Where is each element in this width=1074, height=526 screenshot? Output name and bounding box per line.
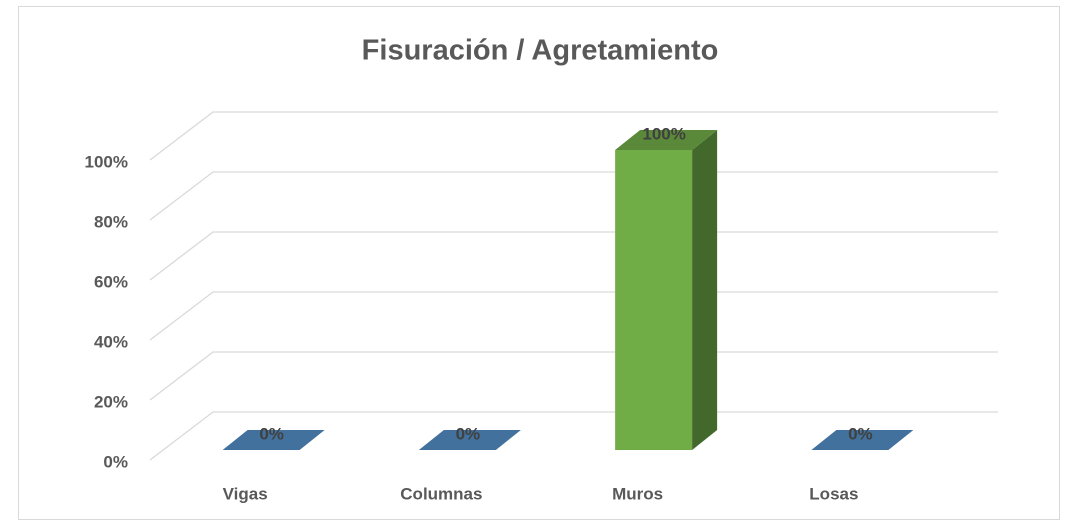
bar-top [615, 130, 718, 150]
bar-side [692, 130, 718, 450]
x-tick-label: Losas [809, 484, 858, 503]
y-tick-label: 60% [94, 272, 128, 291]
grid-line [149, 111, 998, 161]
chart-frame [18, 6, 1060, 520]
grid-line [149, 351, 998, 401]
x-tick-label: Muros [612, 484, 663, 503]
grid-line [149, 231, 998, 281]
bar-top [418, 430, 521, 450]
bar-top [811, 430, 914, 450]
y-tick-label: 80% [94, 212, 128, 231]
bar-top [222, 430, 325, 450]
y-tick-label: 0% [103, 452, 128, 471]
value-label: 0% [848, 424, 873, 443]
grid-line [149, 171, 998, 221]
value-label: 100% [642, 124, 685, 143]
y-tick-label: 40% [94, 332, 128, 351]
x-tick-label: Columnas [400, 484, 482, 503]
x-tick-label: Vigas [223, 484, 268, 503]
value-label: 0% [259, 424, 284, 443]
grid-line [149, 411, 998, 461]
value-label: 0% [456, 424, 481, 443]
y-tick-label: 20% [94, 392, 128, 411]
bar [615, 150, 693, 450]
chart-title: Fisuración / Agretamiento [362, 35, 719, 67]
grid-line [149, 291, 998, 341]
y-tick-label: 100% [85, 152, 128, 171]
